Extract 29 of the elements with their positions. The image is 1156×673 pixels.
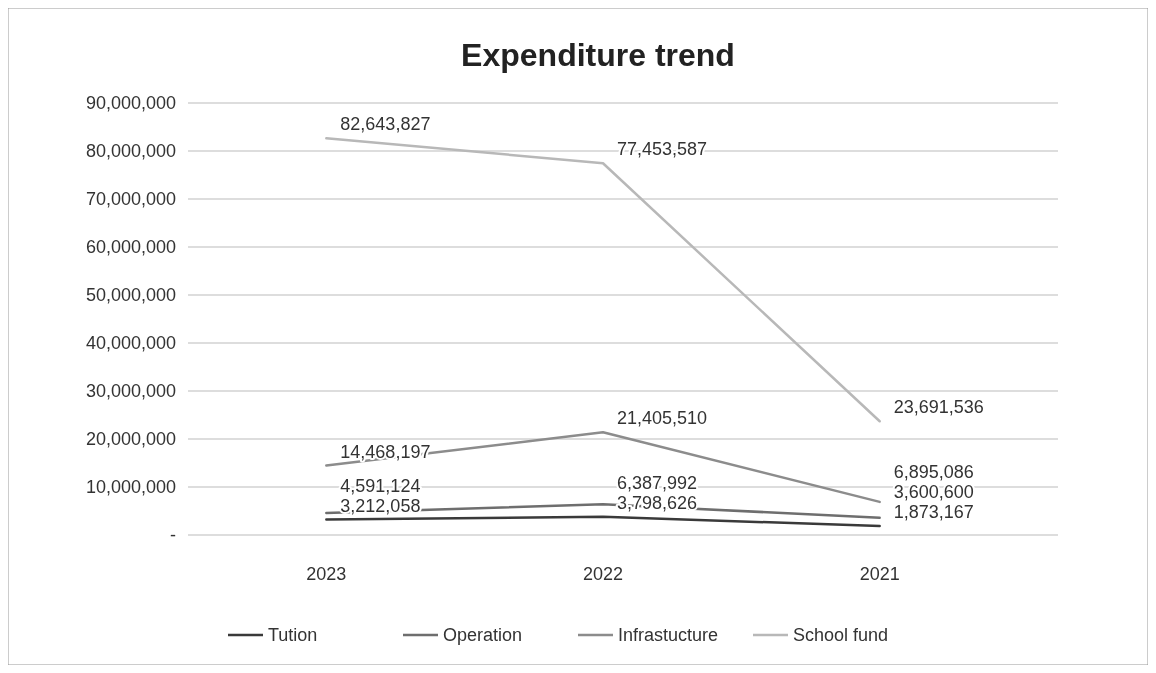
data-label: 82,643,827	[340, 114, 431, 135]
data-label: 21,405,510	[617, 408, 708, 429]
x-tick-label: 2023	[306, 564, 347, 584]
y-tick-label: 10,000,000	[85, 477, 176, 498]
y-tick-label: 90,000,000	[85, 93, 176, 114]
y-tick-label: 40,000,000	[85, 333, 176, 354]
y-tick-label: -	[170, 525, 176, 546]
data-label: 3,212,058	[340, 495, 421, 516]
legend-label: Tution	[268, 625, 318, 646]
legend-label: School fund	[793, 625, 889, 646]
y-tick-label: 30,000,000	[85, 381, 176, 402]
y-tick-label: 50,000,000	[85, 285, 176, 306]
data-label: 6,387,992	[617, 472, 698, 493]
chart-title: Expenditure trend	[461, 37, 735, 73]
data-label: 1,873,167	[893, 502, 974, 523]
x-tick-label: 2022	[582, 564, 624, 584]
data-label: 77,453,587	[617, 139, 708, 160]
data-label: 14,468,197	[340, 441, 431, 462]
data-label: 4,591,124	[340, 475, 421, 496]
y-tick-label: 80,000,000	[85, 141, 176, 162]
y-tick-label: 60,000,000	[85, 237, 176, 258]
x-tick-label: 2021	[859, 564, 900, 584]
data-label: 23,691,536	[893, 397, 984, 418]
y-tick-label: 20,000,000	[85, 429, 176, 450]
legend-label: Operation	[443, 625, 523, 646]
legend-label: Infrastucture	[618, 625, 719, 646]
data-label: 3,600,600	[893, 482, 974, 503]
data-label: 6,895,086	[893, 462, 974, 483]
y-tick-label: 70,000,000	[85, 189, 176, 210]
